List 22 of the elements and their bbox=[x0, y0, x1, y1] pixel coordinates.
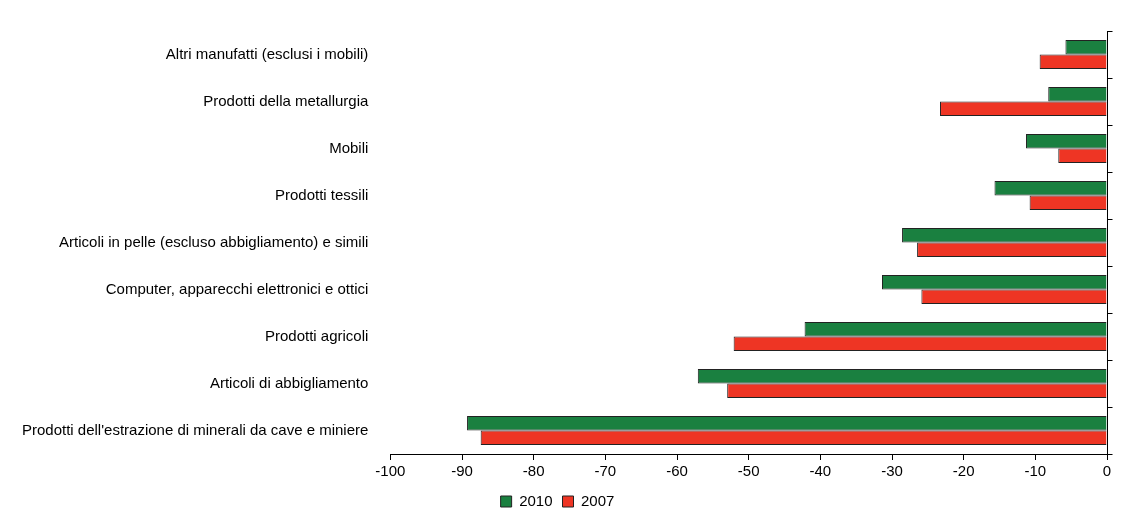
y-tick-label: Prodotti tessili bbox=[274, 185, 369, 203]
x-tick-label: -20 bbox=[952, 462, 975, 480]
y-tick-label: Altri manufatti (esclusi i mobili) bbox=[165, 44, 369, 62]
y-tick-label: Prodotti della metallurgia bbox=[203, 91, 370, 109]
legend-label: 2010 bbox=[519, 491, 553, 509]
y-tick-label: Articoli di abbigliamento bbox=[209, 373, 369, 391]
x-tick-label: -70 bbox=[594, 462, 617, 480]
y-tick-label: Mobili bbox=[329, 138, 369, 156]
x-tick-label: 0 bbox=[1102, 462, 1112, 480]
x-tick-label: -30 bbox=[881, 462, 903, 480]
x-tick-label: -60 bbox=[666, 462, 688, 480]
y-tick-label: Prodotti agricoli bbox=[264, 326, 369, 344]
x-tick-label: -80 bbox=[522, 462, 545, 480]
x-tick-label: -90 bbox=[451, 462, 473, 480]
y-tick-label: Articoli in pelle (escluso abbigliamento) e simili bbox=[59, 232, 369, 250]
y-tick-label: Prodotti dell'estrazione di minerali da cave e miniere bbox=[21, 420, 369, 438]
y-tick-label: Computer, apparecchi elettronici e ottici bbox=[105, 279, 369, 297]
x-tick-label: -50 bbox=[737, 462, 760, 480]
x-tick-label: -40 bbox=[809, 462, 832, 480]
x-tick-label: -100 bbox=[375, 462, 406, 480]
legend-label: 2007 bbox=[581, 491, 615, 509]
x-tick-label: -10 bbox=[1024, 462, 1047, 480]
